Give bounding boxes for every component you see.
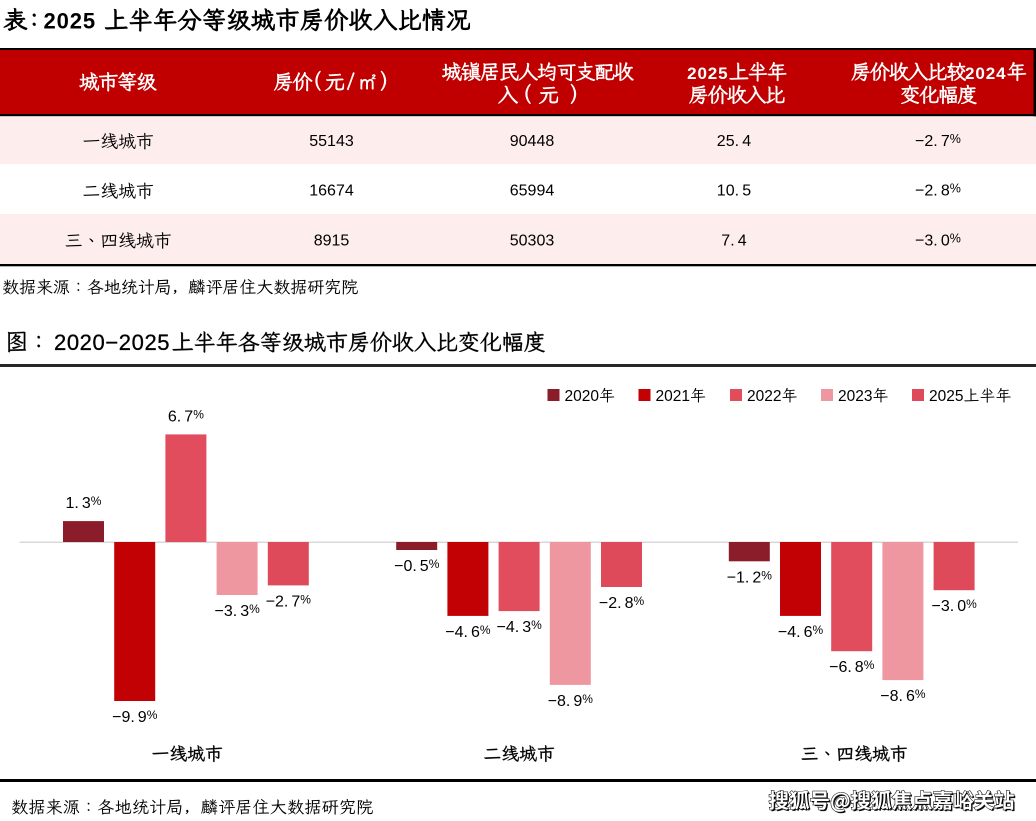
svg-text:1.: 1. xyxy=(66,495,79,512)
svg-text:2020−2025: 2020−2025 xyxy=(54,330,170,355)
svg-text:−9.: −9. xyxy=(112,709,135,726)
svg-text:2025: 2025 xyxy=(687,64,728,83)
svg-text:−8.: −8. xyxy=(548,693,571,710)
svg-text:6: 6 xyxy=(906,688,915,705)
svg-text:5: 5 xyxy=(420,558,429,575)
svg-text:16674: 16674 xyxy=(309,183,354,200)
svg-text:%: % xyxy=(300,592,311,606)
svg-text:2: 2 xyxy=(752,569,761,586)
svg-text:10.: 10. xyxy=(717,183,739,200)
svg-text:−0.: −0. xyxy=(394,558,417,575)
svg-text:−2.: −2. xyxy=(266,593,289,610)
svg-text:7: 7 xyxy=(941,133,950,150)
svg-text:−3.: −3. xyxy=(915,232,938,249)
svg-text:2022: 2022 xyxy=(747,388,781,405)
svg-text:8: 8 xyxy=(855,659,864,676)
svg-text:−3.: −3. xyxy=(215,603,238,620)
svg-text:6: 6 xyxy=(804,624,813,641)
svg-text:3: 3 xyxy=(240,603,249,620)
svg-text:−2.: −2. xyxy=(915,133,938,150)
svg-text:%: % xyxy=(531,618,542,632)
svg-text:%: % xyxy=(91,494,102,508)
svg-text:%: % xyxy=(950,182,961,196)
svg-text:4: 4 xyxy=(738,232,747,249)
svg-text:2025: 2025 xyxy=(929,388,963,405)
svg-text:%: % xyxy=(813,623,824,637)
svg-text:7: 7 xyxy=(184,408,193,425)
svg-text:25.: 25. xyxy=(717,133,739,150)
svg-text:%: % xyxy=(915,687,926,701)
svg-text:50303: 50303 xyxy=(510,232,555,249)
svg-text:2020: 2020 xyxy=(565,388,600,405)
svg-text:%: % xyxy=(761,568,772,582)
svg-text:2025: 2025 xyxy=(44,9,97,34)
svg-text:55143: 55143 xyxy=(309,133,354,150)
svg-text:65994: 65994 xyxy=(510,183,555,200)
svg-text:−6.: −6. xyxy=(829,659,852,676)
svg-text:8: 8 xyxy=(941,183,950,200)
svg-text:%: % xyxy=(864,658,875,672)
svg-text:7.: 7. xyxy=(721,232,734,249)
svg-text:−8.: −8. xyxy=(880,688,903,705)
svg-text:%: % xyxy=(634,594,645,608)
svg-text:−2.: −2. xyxy=(915,183,938,200)
svg-text:%: % xyxy=(480,623,491,637)
svg-text:%: % xyxy=(249,602,260,616)
svg-text:−4.: −4. xyxy=(445,624,468,641)
svg-text:0: 0 xyxy=(957,598,966,615)
svg-text:2021: 2021 xyxy=(656,388,690,405)
svg-text:%: % xyxy=(966,597,977,611)
svg-text:2024: 2024 xyxy=(965,64,1006,83)
svg-text:7: 7 xyxy=(291,593,300,610)
svg-text:0: 0 xyxy=(941,232,950,249)
svg-text:%: % xyxy=(429,557,440,571)
svg-text:2023: 2023 xyxy=(838,388,872,405)
svg-text:%: % xyxy=(193,407,204,421)
svg-text:8: 8 xyxy=(625,595,634,612)
svg-text:8915: 8915 xyxy=(314,232,350,249)
svg-text:−4.: −4. xyxy=(497,619,520,636)
svg-text:9: 9 xyxy=(573,693,582,710)
svg-text:6: 6 xyxy=(471,624,480,641)
svg-text:4: 4 xyxy=(742,133,751,150)
svg-text:3: 3 xyxy=(82,495,91,512)
svg-text:−1.: −1. xyxy=(727,569,750,586)
svg-text:6.: 6. xyxy=(168,408,181,425)
svg-text:5: 5 xyxy=(742,183,751,200)
svg-text:%: % xyxy=(582,692,593,706)
svg-text:−2.: −2. xyxy=(599,595,622,612)
svg-text:%: % xyxy=(950,132,961,146)
svg-text:%: % xyxy=(147,708,158,722)
svg-text:9: 9 xyxy=(138,709,147,726)
svg-text:90448: 90448 xyxy=(510,133,555,150)
svg-text:%: % xyxy=(950,231,961,245)
svg-text:−4.: −4. xyxy=(778,624,801,641)
svg-text:−3.: −3. xyxy=(932,598,955,615)
svg-text:3: 3 xyxy=(522,619,531,636)
